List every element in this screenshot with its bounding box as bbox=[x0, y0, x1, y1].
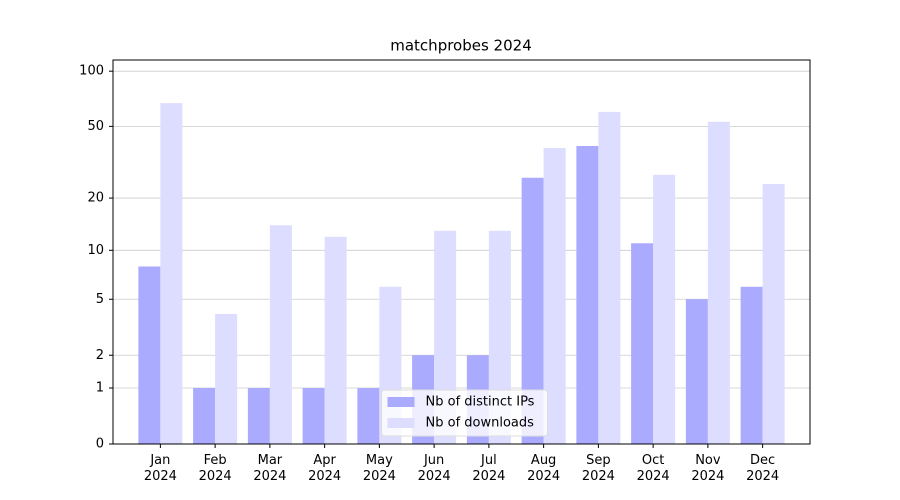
bar bbox=[138, 266, 161, 444]
legend: Nb of distinct IPs Nb of downloads bbox=[381, 389, 548, 437]
x-tick-label: Dec 2024 bbox=[746, 453, 780, 484]
bar bbox=[302, 388, 325, 444]
legend-box bbox=[381, 389, 548, 437]
bar bbox=[762, 183, 785, 444]
bar bbox=[631, 243, 654, 444]
y-tick-label: 2 bbox=[96, 348, 104, 363]
y-tick-label: 50 bbox=[87, 119, 104, 134]
legend-swatch bbox=[387, 418, 415, 428]
bar bbox=[576, 146, 599, 444]
bar bbox=[193, 388, 216, 444]
x-tick-label: Feb 2024 bbox=[198, 453, 232, 484]
bar bbox=[215, 313, 238, 444]
x-tick-label: May 2024 bbox=[362, 453, 396, 484]
x-tick-label: Jun 2024 bbox=[417, 453, 451, 484]
bar bbox=[598, 111, 621, 444]
x-tick-label: Sep 2024 bbox=[581, 453, 615, 484]
y-tick-label: 5 bbox=[96, 292, 104, 307]
y-tick-label: 20 bbox=[87, 191, 104, 206]
x-tick-label: Aug 2024 bbox=[527, 453, 561, 484]
x-tick-label: Nov 2024 bbox=[691, 453, 725, 484]
bar bbox=[269, 225, 292, 444]
x-tick-label: Mar 2024 bbox=[253, 453, 287, 484]
bar bbox=[543, 148, 566, 444]
y-tick-label: 10 bbox=[87, 243, 104, 258]
bar bbox=[685, 299, 708, 444]
y-tick-label: 0 bbox=[96, 437, 104, 452]
bar bbox=[357, 388, 380, 444]
x-tick-label: Jan 2024 bbox=[143, 453, 177, 484]
bar bbox=[247, 388, 270, 444]
legend-label: Nb of distinct IPs bbox=[426, 395, 535, 410]
legend-swatch bbox=[387, 397, 415, 407]
bar bbox=[707, 121, 730, 444]
bar bbox=[653, 174, 676, 444]
x-tick-label: Jul 2024 bbox=[472, 453, 506, 484]
bar bbox=[160, 103, 183, 445]
bar bbox=[324, 236, 347, 444]
x-tick-label: Apr 2024 bbox=[308, 453, 342, 484]
chart-title: matchprobes 2024 bbox=[390, 37, 531, 55]
x-tick-label: Oct 2024 bbox=[636, 453, 670, 484]
bar bbox=[740, 286, 763, 444]
y-tick-label: 1 bbox=[96, 381, 104, 396]
plot-frame bbox=[112, 59, 811, 445]
legend-label: Nb of downloads bbox=[426, 416, 535, 431]
y-tick-label: 100 bbox=[79, 64, 104, 79]
bar bbox=[521, 177, 544, 444]
